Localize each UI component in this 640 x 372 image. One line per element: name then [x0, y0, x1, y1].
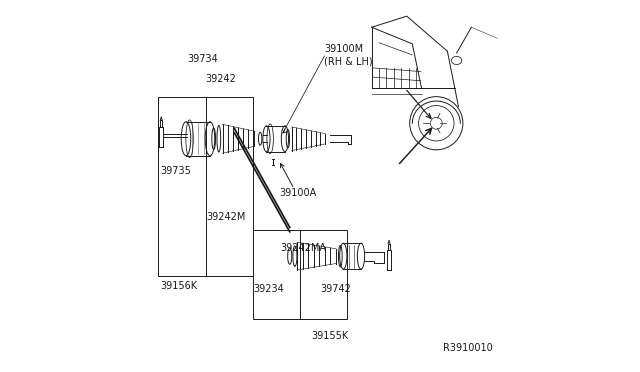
- Bar: [253, 230, 348, 319]
- Text: 39234: 39234: [253, 283, 284, 294]
- Text: 39242MA: 39242MA: [280, 243, 326, 253]
- Bar: [159, 127, 163, 147]
- Bar: [160, 120, 162, 127]
- Text: 39742: 39742: [321, 283, 351, 294]
- Text: 39100A: 39100A: [279, 188, 316, 198]
- Text: 39155K: 39155K: [312, 331, 349, 340]
- Bar: [158, 97, 253, 276]
- Text: 39734: 39734: [188, 54, 218, 64]
- Text: (RH & LH): (RH & LH): [324, 57, 373, 67]
- Bar: [388, 244, 390, 250]
- Text: 39100M: 39100M: [324, 44, 364, 54]
- Text: R3910010: R3910010: [443, 343, 493, 353]
- Text: 39156K: 39156K: [161, 282, 198, 291]
- Text: 39735: 39735: [161, 166, 191, 176]
- Text: 39242M: 39242M: [206, 212, 246, 222]
- Bar: [387, 250, 391, 270]
- Text: 39242: 39242: [205, 74, 237, 84]
